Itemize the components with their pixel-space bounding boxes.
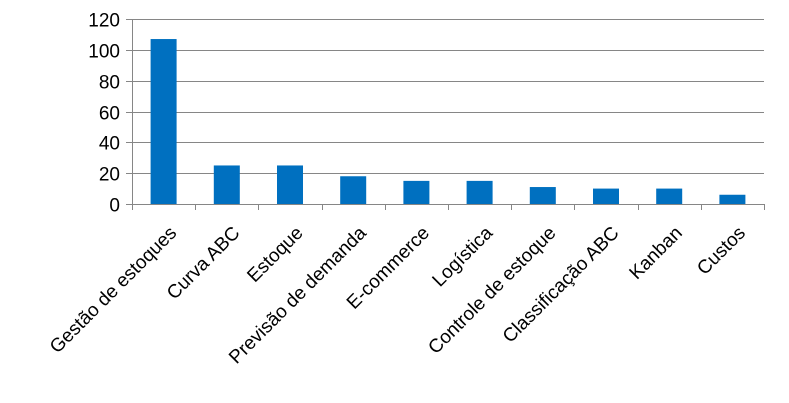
bar: [213, 165, 240, 204]
y-tick-label: 0: [109, 196, 120, 217]
bar: [403, 180, 430, 204]
bars: [150, 39, 746, 204]
bar: [466, 180, 493, 204]
y-tick-label: 40: [99, 134, 120, 155]
gridlines: [132, 19, 764, 174]
category-label: Custos: [693, 223, 750, 280]
category-label: Estoque: [243, 223, 307, 287]
category-label: Kanban: [626, 223, 687, 284]
y-tick-label: 100: [88, 42, 120, 63]
y-tick-labels: 0 20 40 60 80 100 120: [88, 11, 120, 217]
bar: [340, 176, 367, 204]
bar: [593, 188, 619, 204]
category-label: Gestão de estoques: [46, 223, 181, 358]
y-tick-label: 80: [99, 73, 120, 94]
bar: [719, 194, 746, 204]
bar: [150, 39, 177, 204]
y-tick-label: 120: [88, 11, 120, 32]
bar: [277, 165, 303, 204]
bar: [656, 188, 683, 204]
bar: [529, 187, 556, 204]
axes: [126, 19, 765, 210]
category-label: Classificação ABC: [499, 223, 624, 348]
y-tick-label: 20: [99, 165, 120, 186]
y-tick-label: 60: [99, 104, 120, 125]
